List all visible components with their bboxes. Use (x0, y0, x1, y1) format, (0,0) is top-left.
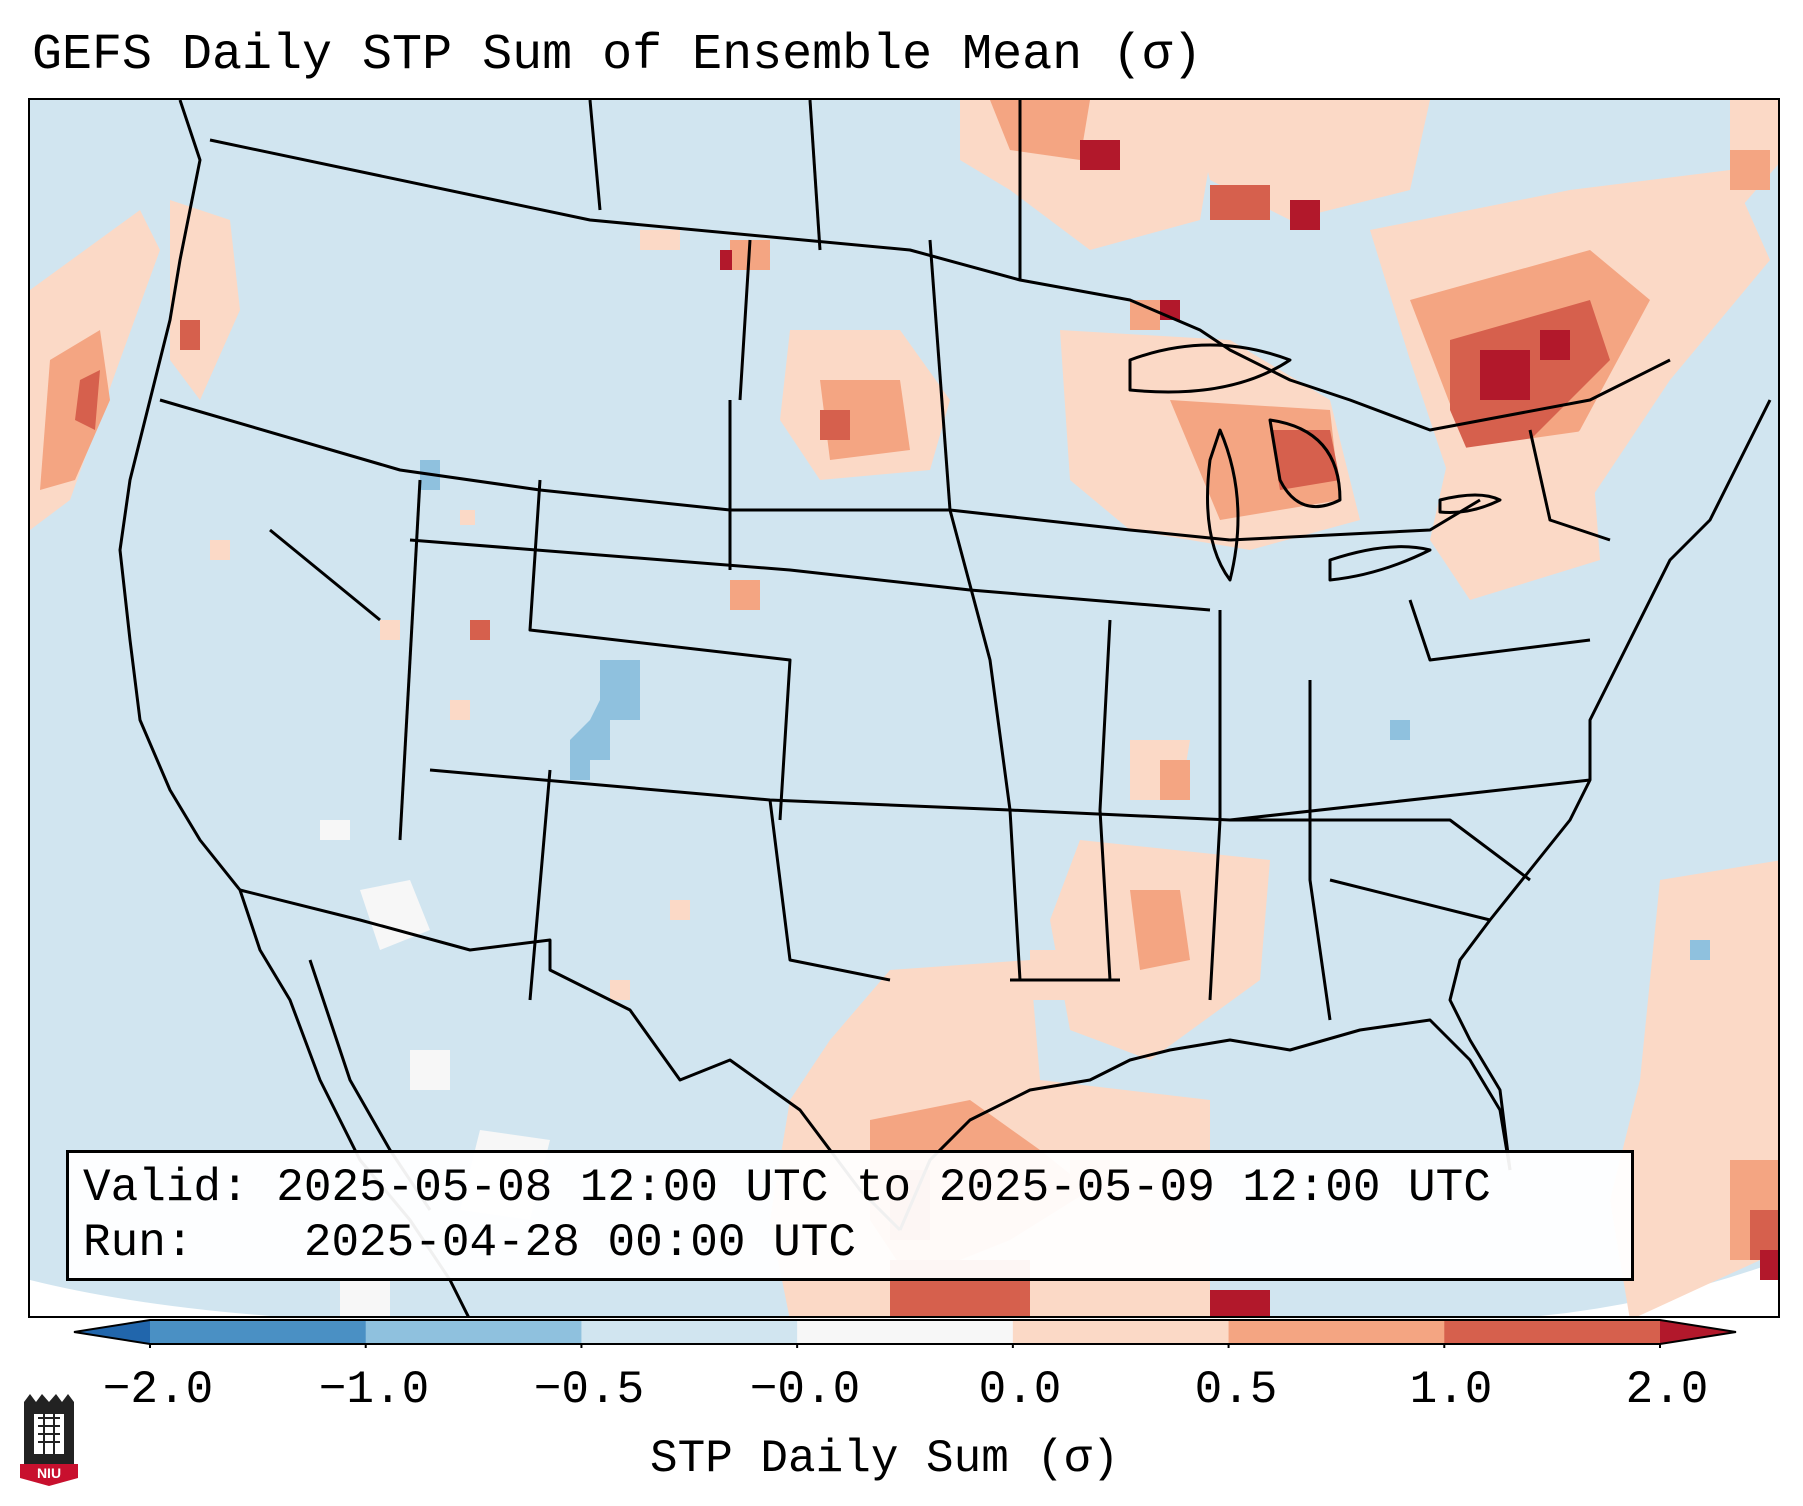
colorbar-bin (150, 1320, 367, 1344)
colorbar-label: STP Daily Sum (σ) (650, 1433, 1120, 1485)
colorbar-tick-label: 2.0 (1625, 1364, 1709, 1416)
run-info-box: Valid: 2025-05-08 12:00 UTC to 2025-05-0… (66, 1150, 1634, 1281)
map-canvas (30, 100, 1778, 1316)
us-canada-border (209, 138, 1671, 432)
colorbar-tick-label: −0.5 (533, 1364, 645, 1416)
colorbar-bin (581, 1320, 798, 1344)
gulf-coastline (898, 1018, 1512, 1231)
run-value: 2025-04-28 00:00 UTC (303, 1217, 856, 1269)
colorbar-tick-label: 0.5 (1194, 1364, 1278, 1416)
colorbar-bin (365, 1320, 582, 1344)
boundaries (118, 100, 1772, 1316)
colorbar-extend-high (1660, 1320, 1736, 1344)
colorbar (73, 1319, 1737, 1348)
valid-value: 2025-05-08 12:00 UTC to 2025-05-09 12:00… (276, 1162, 1491, 1214)
colorbar-extend-low (74, 1320, 150, 1344)
colorbar-bin (797, 1320, 1014, 1344)
niu-logo: NIU (20, 1394, 78, 1486)
map-title: GEFS Daily STP Sum of Ensemble Mean (σ) (32, 27, 1203, 84)
lake-huron (1268, 418, 1342, 509)
map-panel (28, 98, 1780, 1318)
colorbar-tick-label: −0.0 (749, 1364, 861, 1416)
colorbar-bin (1444, 1320, 1661, 1344)
colorbar-tick-label: −2.0 (102, 1364, 214, 1416)
lake-erie (1328, 545, 1432, 582)
map-domain (30, 100, 1778, 1316)
colorbar-bin (1228, 1320, 1445, 1344)
lake-michigan (1206, 428, 1240, 582)
lake-ontario (1438, 493, 1502, 514)
lake-superior (1128, 343, 1292, 394)
colorbar-tick-label: −1.0 (318, 1364, 430, 1416)
east-coastline (1448, 399, 1772, 1171)
colorbar-tick-label: 0.0 (978, 1364, 1062, 1416)
svg-text:NIU: NIU (37, 1465, 61, 1481)
colorbar-bin (1012, 1320, 1230, 1344)
us-mexico-border (239, 888, 902, 1232)
run-label: Run: (83, 1217, 194, 1269)
colorbar-tick-label: 1.0 (1409, 1364, 1493, 1416)
valid-label: Valid: (83, 1162, 249, 1214)
